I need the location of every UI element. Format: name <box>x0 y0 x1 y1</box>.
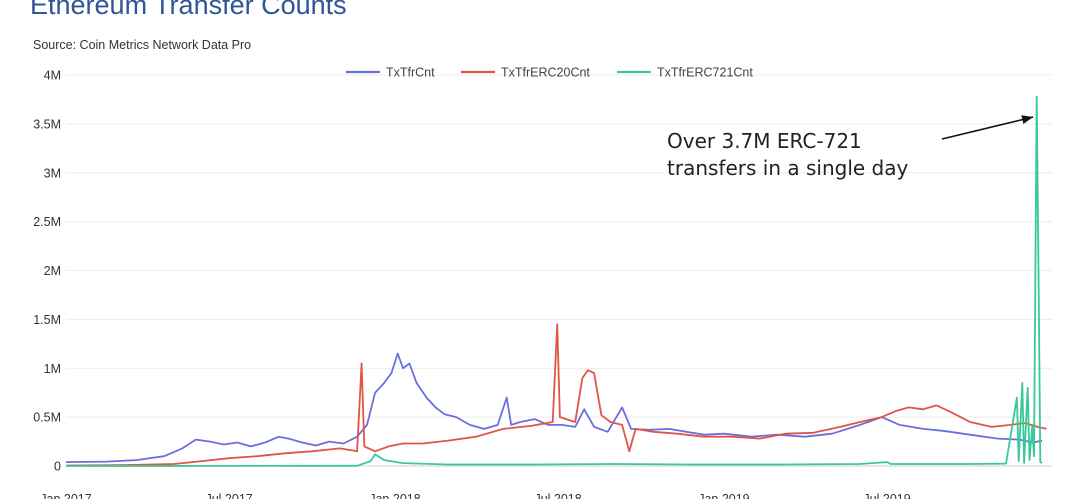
y-tick-label: 3.5M <box>33 117 61 131</box>
x-tick-label: Jul 2019 <box>863 492 910 499</box>
series-line-TxTfrERC721Cnt <box>65 95 1043 467</box>
y-tick-label: 3M <box>44 166 61 180</box>
x-tick-label: Jan 2018 <box>369 492 420 499</box>
grid-layer <box>66 74 1052 467</box>
y-tick-label: 4M <box>44 69 61 83</box>
series-line-TxTfrERC20Cnt <box>65 323 1047 467</box>
legend-label: TxTfrCnt <box>386 66 435 80</box>
annotation-arrowhead <box>1021 115 1034 124</box>
y-tick-label: 2M <box>44 264 61 278</box>
series-layer <box>65 95 1047 467</box>
y-axis: 0 0.5M 1M 1.5M 2M 2.5M 3M 3.5M 4M <box>33 69 61 474</box>
x-tick-label: Jul 2018 <box>534 492 581 499</box>
x-tick-label: Jul 2017 <box>205 492 252 499</box>
legend: TxTfrCnt TxTfrERC20Cnt TxTfrERC721Cnt <box>346 66 753 80</box>
annotation: Over 3.7M ERC-721 transfers in a single d… <box>667 115 1034 180</box>
y-tick-label: 0 <box>54 460 61 474</box>
y-tick-label: 2.5M <box>33 215 61 229</box>
series-line-TxTfrCnt <box>65 352 1043 463</box>
y-tick-label: 0.5M <box>33 411 61 425</box>
legend-label: TxTfrERC721Cnt <box>657 66 753 80</box>
annotation-arrow <box>941 116 1034 140</box>
annotation-text: Over 3.7M ERC-721 <box>667 129 862 153</box>
x-tick-label: Jan 2017 <box>40 492 91 499</box>
x-tick-label: Jan 2019 <box>698 492 749 499</box>
annotation-text: transfers in a single day <box>667 156 908 180</box>
y-tick-label: 1M <box>44 362 61 376</box>
y-tick-label: 1.5M <box>33 313 61 327</box>
x-axis: Jan 2017 Jul 2017 Jan 2018 Jul 2018 Jan 2019… <box>40 492 910 499</box>
chart-title: Ethereum Transfer Counts <box>30 0 347 20</box>
legend-label: TxTfrERC20Cnt <box>501 66 590 80</box>
chart-source: Source: Coin Metrics Network Data Pro <box>33 38 252 52</box>
